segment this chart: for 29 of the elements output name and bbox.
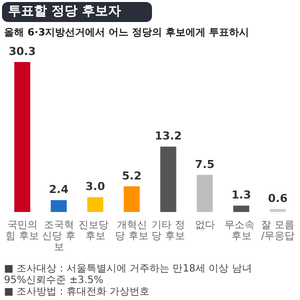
x-tick-label: 개혁신당 후보 — [115, 220, 148, 242]
x-tick-label: 무소속 후보 — [224, 220, 258, 242]
bar — [270, 209, 286, 212]
data-label: 2.4 — [49, 183, 69, 196]
bar — [124, 186, 140, 212]
data-label: 0.6 — [268, 192, 288, 206]
x-tick-label: 국민의힘 후보 — [6, 220, 39, 242]
chart-subtitle: 올해 6·3지방선거에서 어느 정당의 후보에게 투표하시 — [4, 28, 250, 38]
x-tick-label: 진보당 후보 — [78, 220, 112, 242]
bar — [196, 174, 213, 212]
bar — [14, 62, 30, 212]
x-tick-label: 기타 정당 후보 — [152, 220, 185, 242]
data-label: 30.3 — [8, 45, 36, 58]
data-label: 1.3 — [232, 188, 251, 202]
text: 95%신뢰수준 ±3.5% — [4, 275, 104, 286]
bar — [50, 200, 67, 212]
data-label: 5.2 — [122, 169, 142, 182]
bar — [87, 197, 104, 212]
bar — [233, 206, 250, 212]
x-tick-label: 조국혁신당 후보 — [42, 220, 76, 253]
data-label: 7.5 — [195, 158, 214, 171]
data-label: 3.0 — [86, 180, 106, 194]
bar — [160, 146, 176, 212]
x-tick-label: 없다 — [194, 220, 215, 231]
chart-title: 투표할 정당 후보자 — [8, 4, 122, 19]
x-tick-label: 잘 모름/무응답 — [261, 220, 294, 242]
data-label: 13.2 — [154, 130, 182, 143]
text: ■ 조사대상 : 서울특별시에 거주하는 만18세 이상 남녀 — [4, 264, 252, 274]
text: ■ 조사방법 : 휴대전화 가상번호 — [4, 286, 150, 298]
